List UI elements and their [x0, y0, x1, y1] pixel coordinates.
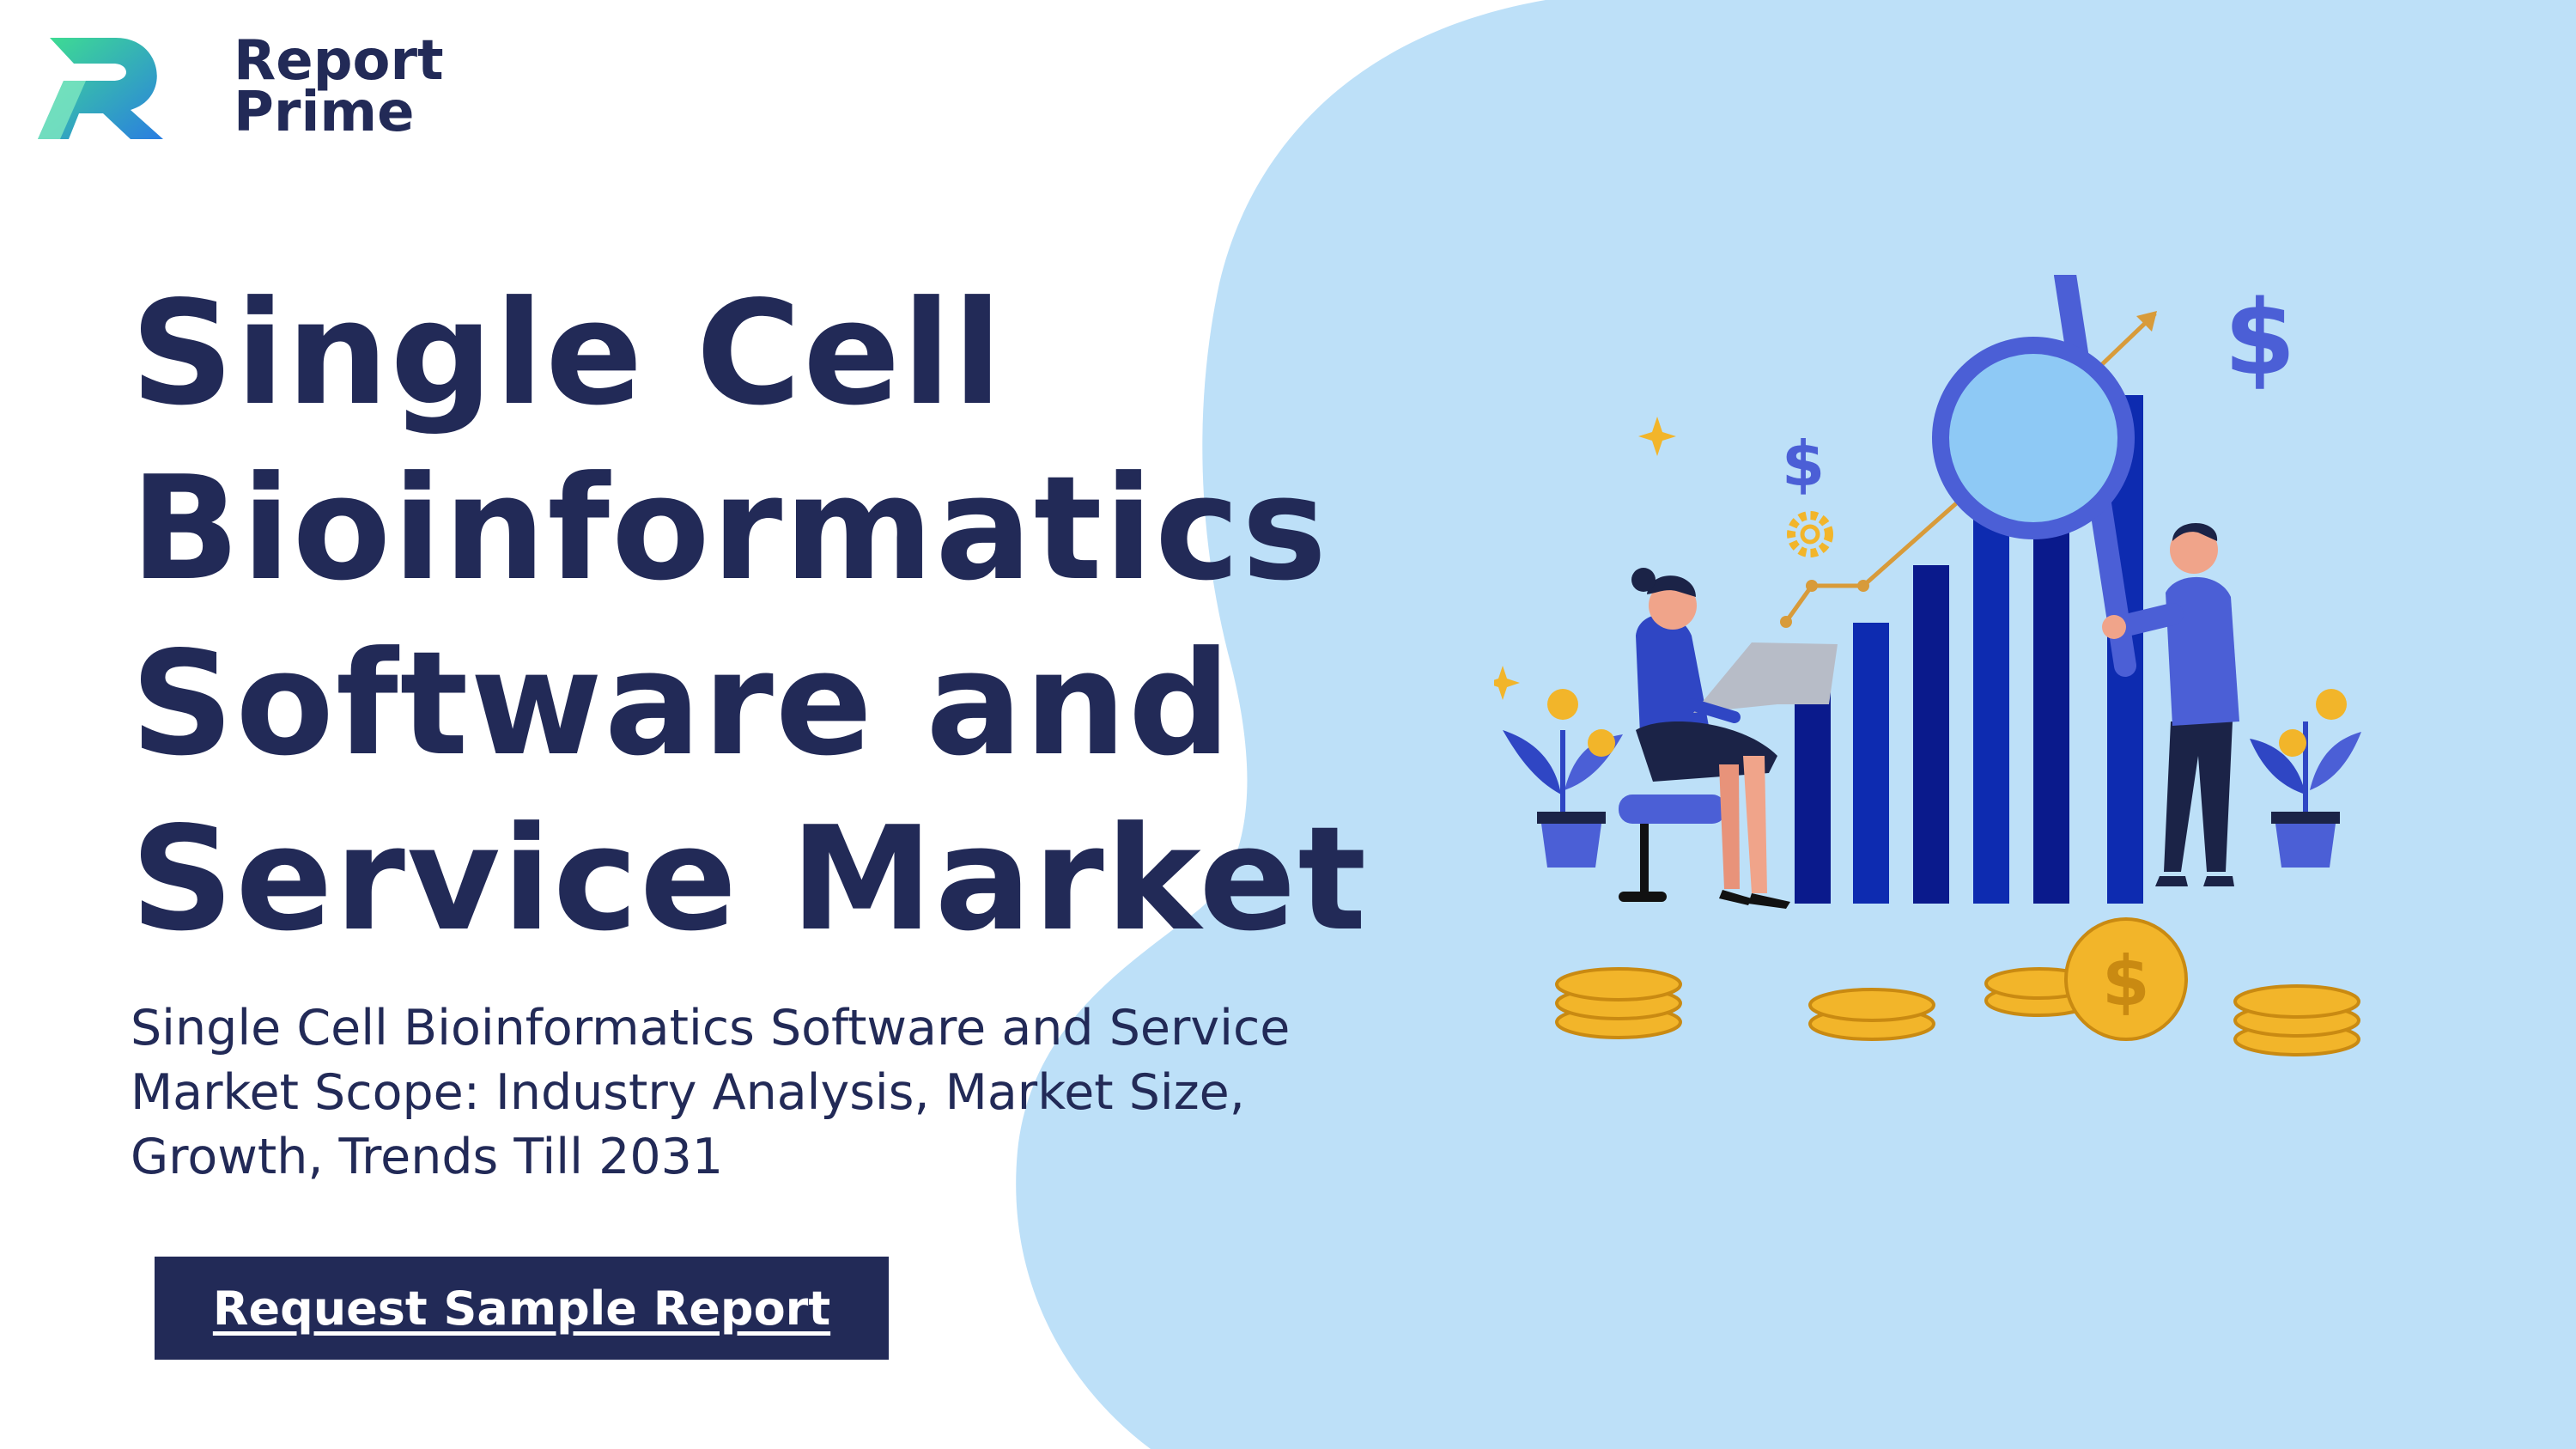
gear-icon [1787, 511, 1833, 557]
title-line-3: Software and [131, 621, 1233, 788]
title-line-4: Service Market [131, 796, 1369, 963]
magnifier-icon [1932, 275, 2136, 677]
woman-figure [1619, 568, 1838, 909]
subtitle-line-1: Single Cell Bioinformatics Software and … [131, 1000, 1291, 1056]
title-line-2: Bioinformatics [131, 446, 1329, 612]
bar-chart-graphic [1795, 395, 2143, 904]
coin-stacks [1555, 917, 2360, 1056]
plant-left [1503, 689, 1623, 868]
brand-name-line2: Prime [234, 81, 415, 144]
plant-right [2250, 689, 2361, 868]
subtitle-line-2: Market Scope: Industry Analysis, Market … [131, 1064, 1245, 1121]
page-title: Single Cell Bioinformatics Software and … [131, 266, 1368, 967]
dollar-icon: $ [2224, 279, 2296, 399]
dollar-icon-small: $ [1782, 428, 1825, 500]
request-sample-report-button[interactable]: Request Sample Report [155, 1257, 889, 1360]
market-analysis-illustration: $ $ [1494, 275, 2361, 1056]
coin-dollar-icon: $ [2102, 941, 2150, 1021]
title-line-1: Single Cell [131, 271, 1004, 437]
report-prime-logo-icon [38, 38, 163, 139]
brand-name: Report Prime [234, 29, 444, 144]
man-figure [2102, 523, 2239, 886]
brand-logo[interactable]: Report Prime [34, 31, 444, 143]
subtitle-line-3: Growth, Trends Till 2031 [131, 1129, 724, 1185]
page-subtitle: Single Cell Bioinformatics Software and … [131, 996, 1290, 1190]
sparkle-icon [1494, 417, 1676, 700]
brand-name-line1: Report [234, 29, 444, 93]
